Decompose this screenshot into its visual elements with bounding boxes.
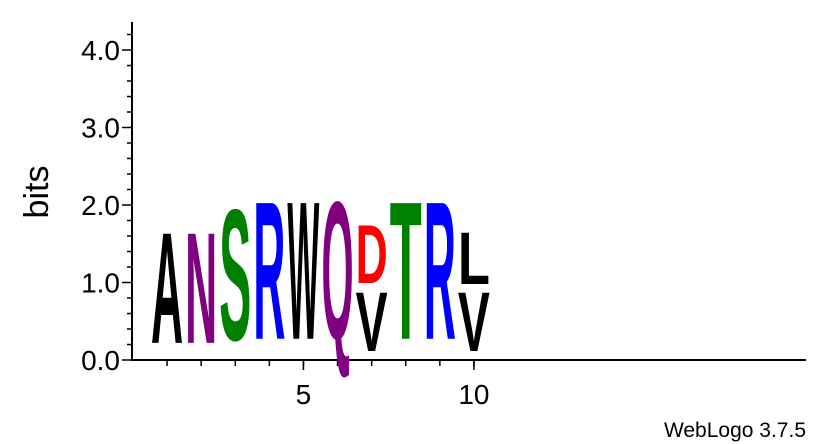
x-tick-label: 5 bbox=[296, 379, 312, 410]
logo-letter: S bbox=[219, 170, 251, 380]
logo-letter: Q bbox=[322, 162, 354, 382]
x-tick-label: 10 bbox=[458, 379, 489, 410]
logo-letter: R bbox=[253, 162, 285, 381]
logo-letter: N bbox=[185, 200, 217, 377]
y-tick-label: 0.0 bbox=[81, 345, 120, 376]
logo-letter: A bbox=[151, 200, 183, 377]
y-tick-label: 1.0 bbox=[81, 268, 120, 299]
x-axis: 5 10 bbox=[131, 359, 806, 410]
logo-letter: R bbox=[424, 162, 456, 381]
weblogo-credit: WebLogo 3.7.5 bbox=[664, 419, 806, 442]
y-tick-label: 3.0 bbox=[81, 113, 120, 144]
logo-letter: T bbox=[390, 160, 422, 381]
y-axis-title: bits bbox=[18, 166, 56, 219]
logo-letter: V bbox=[356, 275, 388, 370]
y-tick-label: 4.0 bbox=[81, 35, 120, 66]
logo-stacks: A N S R W Q VD T R VL bbox=[151, 160, 490, 382]
logo-letter: L bbox=[458, 217, 490, 300]
y-axis: 0.0 1.0 2.0 3.0 4.0 bbox=[81, 22, 133, 376]
logo-letter: W bbox=[287, 160, 319, 380]
y-tick-label: 2.0 bbox=[81, 190, 120, 221]
logo-letter: D bbox=[356, 208, 388, 302]
logo-letter: V bbox=[458, 275, 490, 370]
